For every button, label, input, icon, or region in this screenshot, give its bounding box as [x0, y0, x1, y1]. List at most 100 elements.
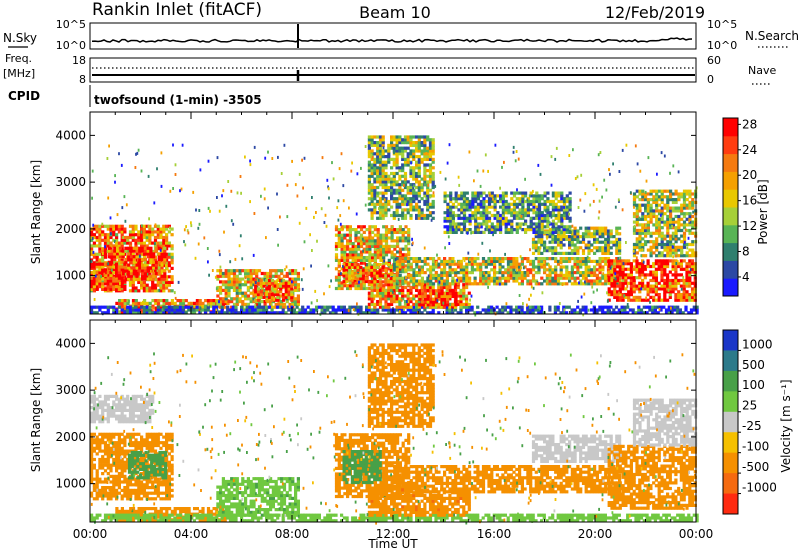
echo-cell [593, 246, 597, 250]
echo-cell [644, 203, 648, 207]
echo-cell [506, 265, 511, 269]
cpid-label: CPID [8, 89, 40, 103]
echo-cell [431, 141, 435, 145]
echo-cell [409, 202, 413, 206]
echo-cell [354, 236, 358, 240]
echo-cell [431, 146, 435, 150]
echo-cell [128, 280, 133, 284]
echo-cell [103, 255, 108, 259]
echo-cell [559, 246, 563, 250]
echo-cell [476, 197, 480, 201]
echo-cell [418, 257, 422, 261]
echo-cell [127, 255, 131, 259]
echo-cell [428, 294, 433, 298]
echo-cell [381, 194, 385, 198]
echo-cell [548, 282, 552, 286]
echo-cell [403, 208, 408, 212]
echo-cell [216, 285, 220, 290]
echo-cell [373, 163, 377, 167]
echo-cell [652, 209, 656, 213]
echo-cell [370, 138, 374, 142]
echo-cell [255, 302, 259, 306]
echo-cell [343, 244, 347, 248]
echo-cell [468, 222, 472, 226]
echo-cell [417, 174, 421, 178]
echo-cell [129, 271, 134, 276]
echo-cell [259, 290, 263, 294]
echo-cell [121, 252, 125, 256]
echo-cell [484, 259, 488, 263]
echo-cell [409, 135, 413, 139]
echo-cell [641, 278, 645, 283]
echo-cell [688, 259, 692, 263]
echo-cell [528, 305, 532, 309]
echo-cell [660, 195, 664, 199]
echo-cell [392, 188, 396, 192]
echo-cell [490, 257, 494, 261]
echo-cell [401, 233, 405, 237]
echo-cell [115, 224, 119, 228]
echo-cell [579, 246, 583, 250]
echo-cell [451, 211, 455, 215]
echo-cell [244, 283, 248, 287]
echo-cell [378, 183, 383, 187]
echo-cell [412, 166, 416, 170]
echo-cell [404, 225, 408, 229]
echo-cell [654, 273, 658, 277]
echo-cell [671, 267, 675, 271]
echo-cell [142, 305, 146, 309]
echo-cell [156, 235, 160, 240]
echo-cell [490, 259, 494, 263]
echo-cell [129, 277, 134, 281]
echo-cell [554, 237, 558, 241]
echo-cell [401, 199, 405, 204]
echo-cell [641, 217, 645, 221]
echo-cell [163, 274, 167, 278]
echo-cell [274, 302, 278, 306]
echo-cell [649, 231, 653, 235]
echo-cell [462, 257, 466, 261]
echo-cell [454, 268, 458, 272]
echo-cell [217, 311, 221, 315]
echo-cell [666, 278, 670, 283]
echo-cell [663, 223, 667, 227]
echo-cell [367, 308, 371, 312]
echo-cell [442, 285, 446, 290]
echo-cell [190, 305, 194, 309]
echo-cell [395, 188, 399, 192]
echo-cell [123, 272, 127, 276]
echo-cell [638, 228, 642, 233]
echo-cell [115, 265, 119, 269]
echo-cell [348, 277, 352, 281]
echo-cell [621, 270, 625, 274]
echo-cell [365, 311, 369, 315]
echo-cell [498, 279, 502, 283]
echo-cell [154, 260, 159, 264]
echo-cell [682, 293, 686, 297]
echo-cell [669, 192, 673, 196]
echo-cell [598, 282, 602, 286]
echo-cell [235, 269, 239, 273]
echo-cell [688, 203, 692, 207]
echo-cell [428, 188, 433, 192]
echo-cell [638, 242, 642, 247]
echo-cell [598, 246, 602, 250]
echo-cell [381, 213, 385, 218]
echo-cell [245, 308, 249, 312]
echo-cell [157, 252, 161, 256]
echo-cell [570, 235, 574, 239]
echo-cell [291, 269, 295, 273]
echo-cell [337, 233, 341, 237]
echo-cell [351, 250, 355, 254]
echo-cell [128, 308, 133, 312]
echo-cell [409, 291, 413, 295]
echo-cell [559, 271, 563, 275]
echo-cell [354, 256, 358, 260]
echo-cell [153, 278, 158, 282]
echo-cell [395, 294, 399, 298]
echo-cell [570, 237, 574, 241]
echo-cell [460, 208, 464, 212]
echo-cell [632, 220, 637, 224]
echo-cell [406, 157, 410, 161]
echo-cell [568, 276, 572, 280]
